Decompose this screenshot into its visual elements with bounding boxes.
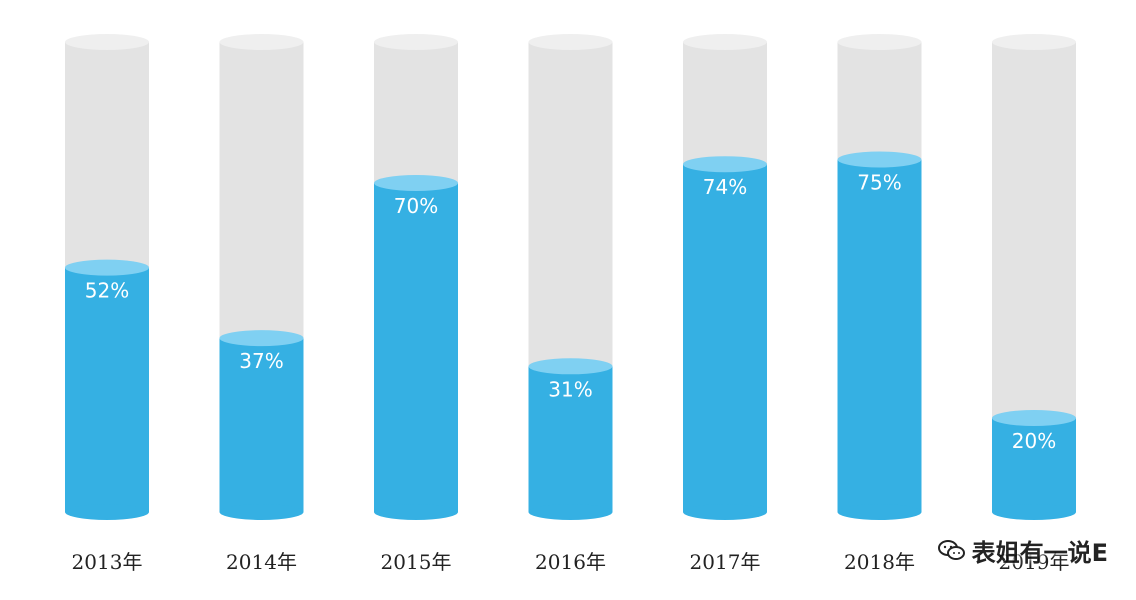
bar-track-top <box>683 34 767 50</box>
bar-surface <box>837 151 922 168</box>
bar <box>683 164 767 512</box>
data-label: 31% <box>548 377 592 401</box>
bar-base <box>219 504 304 520</box>
x-tick-label: 2017年 <box>690 550 761 574</box>
bar-group: 52% 2013年 <box>65 34 149 574</box>
bar-surface <box>992 410 1076 426</box>
bar-surface <box>374 175 458 191</box>
bar-base <box>374 504 458 520</box>
bar-base <box>528 504 613 520</box>
bar-group: 31% 2016年 <box>528 34 613 574</box>
data-label: 52% <box>85 279 129 303</box>
bar <box>837 159 922 512</box>
bar-base <box>65 504 149 520</box>
bar-group: 70% 2015年 <box>374 34 458 574</box>
bar <box>528 366 613 512</box>
bar-group: 75% 2018年 <box>837 34 922 574</box>
bar-group: 74% 2017年 <box>683 34 767 574</box>
data-label: 37% <box>239 349 283 373</box>
bar-track-top <box>65 34 149 50</box>
bar-surface <box>219 330 304 347</box>
x-tick-label: 2018年 <box>844 550 915 574</box>
x-tick-label: 2015年 <box>381 550 452 574</box>
bar-surface <box>528 358 613 375</box>
data-label: 74% <box>703 175 747 199</box>
bar-track-top <box>992 34 1076 50</box>
bar-group: 37% 2014年 <box>219 34 304 574</box>
data-label: 20% <box>1012 429 1056 453</box>
x-tick-label: 2013年 <box>72 550 143 574</box>
watermark: 表姐有一说E <box>937 533 1108 568</box>
bar <box>992 418 1076 512</box>
bar-track-top <box>219 34 304 50</box>
wechat-icon <box>937 539 965 560</box>
bar-group: 20% 2019年 <box>992 34 1076 574</box>
bar <box>65 267 149 512</box>
bar-base <box>683 504 767 520</box>
x-tick-label: 2014年 <box>226 550 297 574</box>
x-tick-label: 2016年 <box>535 550 606 574</box>
bar-track-top <box>528 34 613 50</box>
x-tick-label: 2019年 <box>999 550 1070 574</box>
bar-track-top <box>374 34 458 50</box>
bar <box>219 338 304 512</box>
bar-surface <box>683 156 767 173</box>
bar <box>374 183 458 512</box>
bar-base <box>837 504 922 520</box>
data-label: 75% <box>857 171 901 195</box>
bar-surface <box>65 259 149 276</box>
data-label: 70% <box>394 194 438 218</box>
bar-track-top <box>837 34 922 50</box>
bar-base <box>992 504 1076 520</box>
watermark-text: 表姐有一说E <box>971 539 1108 567</box>
